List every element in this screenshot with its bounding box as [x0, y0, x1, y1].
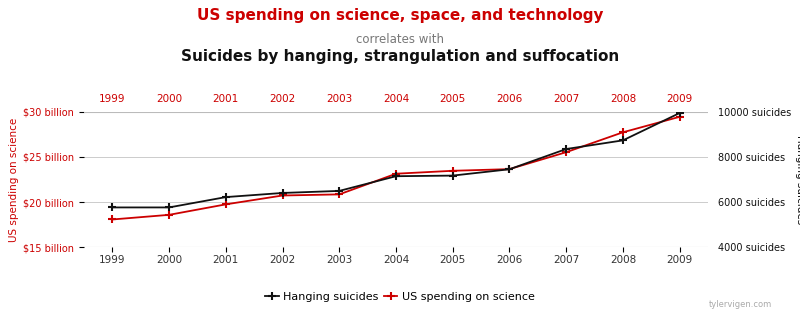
Text: correlates with: correlates with	[356, 33, 444, 46]
Legend: Hanging suicides, US spending on science: Hanging suicides, US spending on science	[261, 287, 539, 306]
Text: tylervigen.com: tylervigen.com	[709, 300, 772, 309]
Text: Suicides by hanging, strangulation and suffocation: Suicides by hanging, strangulation and s…	[181, 49, 619, 64]
Text: US spending on science, space, and technology: US spending on science, space, and techn…	[197, 8, 603, 23]
Y-axis label: Hanging suicides: Hanging suicides	[795, 135, 800, 224]
Y-axis label: US spending on science: US spending on science	[9, 117, 19, 242]
